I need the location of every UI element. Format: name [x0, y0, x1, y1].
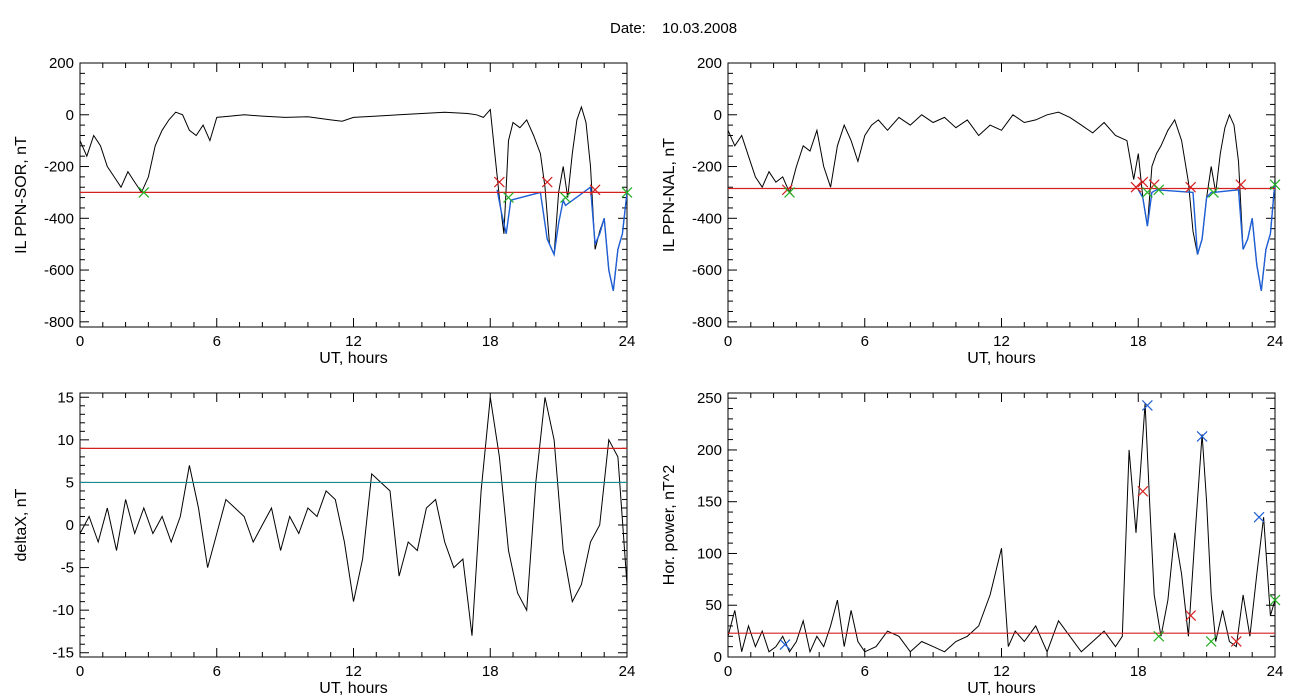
series-line-1	[496, 185, 627, 291]
y-tick-label: -10	[52, 602, 74, 619]
panel-sor: 0 6 12 18 24 -800 -600 -400 -200 0 200 UT, hours IL …	[13, 55, 635, 367]
y-tick-label: 200	[49, 55, 74, 72]
marker-x	[493, 176, 505, 188]
y-tick-label: 10	[57, 432, 74, 449]
plot-frame	[79, 62, 628, 328]
x-tick-label: 0	[76, 663, 84, 680]
y-tick-label: 150	[697, 494, 722, 511]
marker-x	[1196, 431, 1208, 442]
y-axis-label: IL PPN-SOR, nT	[13, 136, 30, 254]
series-line-0	[80, 397, 627, 636]
x-tick-label: 18	[1130, 333, 1147, 350]
x-tick-label: 12	[345, 663, 362, 680]
panel-deltax: 0 6 12 18 24 -15 -10 -5 0 5 10 15 UT, hours deltaX, n…	[13, 389, 635, 697]
x-tick-label: 24	[619, 333, 636, 350]
x-tick-label: 24	[1267, 663, 1284, 680]
marker-x	[784, 186, 795, 198]
marker-x	[1235, 179, 1247, 191]
x-tick-label: 24	[619, 663, 636, 680]
x-axis-label: UT, hours	[319, 680, 387, 697]
x-tick-label: 6	[861, 333, 869, 350]
y-tick-label: -400	[44, 210, 74, 227]
y-tick-label: 250	[697, 390, 722, 407]
y-tick-label: 0	[714, 649, 722, 666]
x-tick-label: 0	[76, 333, 84, 350]
y-tick-label: -800	[44, 314, 74, 331]
marker-x	[1137, 176, 1149, 188]
marker-x	[1153, 630, 1165, 642]
series-line-0	[728, 403, 1275, 654]
x-tick-label: 0	[724, 663, 732, 680]
y-tick-label: -600	[692, 262, 722, 279]
x-axis-label: UT, hours	[967, 350, 1035, 367]
panels-group: 0 6 12 18 24 -800 -600 -400 -200 0 200 UT, hours IL …	[13, 55, 1283, 697]
marker-x	[779, 639, 791, 651]
x-tick-label: 12	[345, 333, 362, 350]
marker-x	[1153, 184, 1165, 196]
y-tick-label: 0	[714, 107, 722, 124]
plot-area	[80, 105, 627, 291]
marker-x	[503, 192, 514, 204]
x-tick-label: 12	[993, 333, 1010, 350]
x-axis-label: UT, hours	[319, 350, 387, 367]
y-tick-label: -200	[44, 159, 74, 176]
y-tick-label: 0	[66, 517, 74, 534]
date-value: 10.03.2008	[662, 20, 737, 37]
series-line-0	[728, 111, 1275, 291]
y-tick-label: 200	[697, 55, 722, 72]
x-tick-label: 24	[1267, 333, 1284, 350]
y-tick-label: 0	[66, 107, 74, 124]
marker-x	[1269, 594, 1281, 606]
plot-area	[728, 111, 1275, 291]
x-tick-label: 6	[213, 663, 221, 680]
y-axis-label: deltaX, nT	[13, 488, 30, 561]
plot-area	[80, 397, 627, 636]
y-tick-label: 5	[66, 474, 74, 491]
y-tick-label: -5	[61, 560, 74, 577]
y-tick-label: -800	[692, 314, 722, 331]
y-axis-label: Hor. power, nT^2	[661, 465, 678, 586]
y-tick-label: 50	[705, 597, 722, 614]
marker-x	[1185, 610, 1197, 622]
y-tick-label: 15	[57, 389, 74, 406]
date-label: Date:	[610, 20, 646, 37]
marker-x	[1269, 179, 1281, 191]
panel-power: 0 6 12 18 24 0 50 100 150 200 250 UT, hours Hor. pow…	[661, 390, 1283, 697]
x-tick-label: 6	[213, 333, 221, 350]
plot-frame	[79, 392, 628, 658]
y-tick-label: 100	[697, 545, 722, 562]
x-tick-label: 0	[724, 333, 732, 350]
marker-x	[1141, 186, 1153, 198]
marker-x	[560, 192, 571, 204]
y-tick-label: -15	[52, 645, 74, 662]
x-axis-label: UT, hours	[967, 680, 1035, 697]
marker-x	[1208, 186, 1219, 198]
panel-nal: 0 6 12 18 24 -800 -600 -400 -200 0 200 UT, hours IL …	[661, 55, 1283, 367]
marker-x	[138, 186, 150, 198]
x-tick-label: 18	[482, 333, 499, 350]
marker-x	[1185, 181, 1197, 193]
marker-x	[1137, 485, 1149, 497]
y-tick-label: -200	[692, 159, 722, 176]
marker-x	[1253, 511, 1265, 523]
x-tick-label: 6	[861, 663, 869, 680]
marker-x	[1141, 399, 1153, 411]
series-line-0	[80, 105, 627, 291]
marker-x	[541, 176, 553, 188]
y-tick-label: -400	[692, 210, 722, 227]
y-tick-label: -600	[44, 262, 74, 279]
x-tick-label: 18	[1130, 663, 1147, 680]
series-line-1	[1137, 182, 1275, 291]
x-tick-label: 12	[993, 663, 1010, 680]
marker-x	[1205, 636, 1217, 647]
marker-x	[589, 184, 601, 196]
marker-x	[1230, 636, 1242, 647]
marker-x	[1130, 181, 1142, 193]
y-axis-label: IL PPN-NAL, nT	[661, 138, 678, 252]
y-tick-label: 200	[697, 442, 722, 459]
x-tick-label: 18	[482, 663, 499, 680]
marker-x	[621, 186, 633, 198]
plot-area	[728, 403, 1275, 654]
